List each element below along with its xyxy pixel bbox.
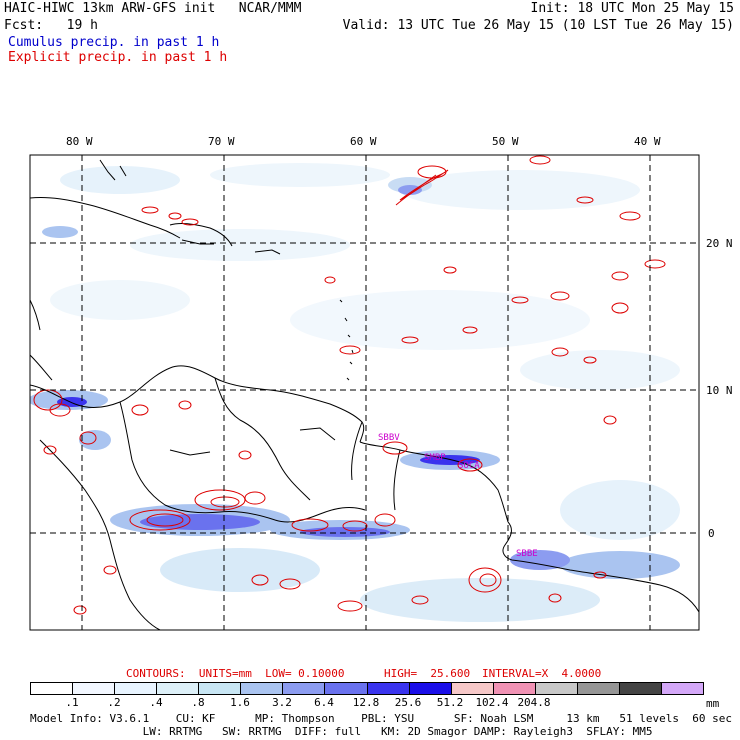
colorbar-swatch — [450, 683, 493, 694]
colorbar-tick-label: 25.6 — [394, 696, 422, 709]
colorbar-tick-label: 12.8 — [352, 696, 380, 709]
colorbar-swatch — [240, 683, 283, 694]
colorbar-tick-label: 51.2 — [436, 696, 464, 709]
colorbar-swatch — [198, 683, 241, 694]
colorbar-units: mm — [706, 697, 720, 710]
colorbar-labels: .1 .2 .4 .8 1.6 3.2 6.4 12.8 25.6 51.2 102.4 204.8 — [30, 696, 702, 710]
colorbar-swatch — [114, 683, 157, 694]
init-time: Init: 18 UTC Mon 25 May 15 — [530, 1, 735, 16]
station-label: SBBE — [516, 549, 538, 559]
colorbar-tick-label: .4 — [149, 696, 163, 709]
legend-explicit: Explicit precip. in past 1 h — [8, 50, 228, 65]
lat-lon-grid — [30, 155, 699, 630]
colorbar-swatch — [324, 683, 367, 694]
lon-label: 80 W — [66, 135, 93, 148]
lat-label: 0 — [708, 527, 715, 540]
model-info-line2: LW: RRTMG SW: RRTMG DIFF: full KM: 2D Sm… — [30, 725, 653, 738]
colorbar-swatch — [31, 683, 73, 694]
colorbar-swatch — [366, 683, 409, 694]
colorbar-tick-label: .2 — [107, 696, 121, 709]
colorbar-swatch — [576, 683, 619, 694]
colorbar-tick-label: 102.4 — [475, 696, 509, 709]
colorbar-swatch — [534, 683, 577, 694]
colorbar-swatch — [660, 683, 703, 694]
lat-label: 20 N — [706, 237, 733, 250]
colorbar — [30, 682, 704, 695]
run-title: HAIC-HIWC 13km ARW-GFS init NCAR/MMM — [4, 1, 302, 16]
station-label: SMBP — [424, 453, 446, 463]
colorbar-swatch — [408, 683, 451, 694]
colorbar-tick-label: 204.8 — [517, 696, 551, 709]
valid-time: Valid: 13 UTC Tue 26 May 15 (10 LST Tue … — [342, 18, 734, 33]
explicit-precip-contours — [33, 155, 666, 615]
lon-label: 50 W — [492, 135, 519, 148]
forecast-hour: Fcst: 19 h — [4, 18, 98, 33]
contours-high: HIGH= 25.600 — [384, 667, 471, 680]
colorbar-tick-label: 6.4 — [314, 696, 334, 709]
colorbar-tick-label: 1.6 — [230, 696, 250, 709]
lat-label: 10 N — [706, 384, 733, 397]
lon-label: 60 W — [350, 135, 377, 148]
colorbar-tick-label: .1 — [65, 696, 79, 709]
station-label: SOCA — [458, 461, 480, 471]
colorbar-swatch — [72, 683, 115, 694]
contours-info: CONTOURS: UNITS=mm LOW= 0.10000 — [126, 667, 345, 680]
cumulus-precip-shading — [30, 163, 680, 622]
colorbar-swatch — [618, 683, 661, 694]
model-info-line1: Model Info: V3.6.1 CU: KF MP: Thompson P… — [30, 712, 732, 725]
map-frame — [29, 154, 700, 631]
colorbar-swatch — [282, 683, 325, 694]
colorbar-swatch — [492, 683, 535, 694]
colorbar-swatch — [156, 683, 199, 694]
coastlines — [30, 159, 699, 630]
lon-label: 70 W — [208, 135, 235, 148]
lon-label: 40 W — [634, 135, 661, 148]
station-label: SBBV — [378, 433, 400, 443]
colorbar-tick-label: 3.2 — [272, 696, 292, 709]
legend-cumulus: Cumulus precip. in past 1 h — [8, 35, 220, 50]
colorbar-tick-label: .8 — [191, 696, 205, 709]
contours-interval: INTERVAL=X 4.0000 — [482, 667, 602, 680]
